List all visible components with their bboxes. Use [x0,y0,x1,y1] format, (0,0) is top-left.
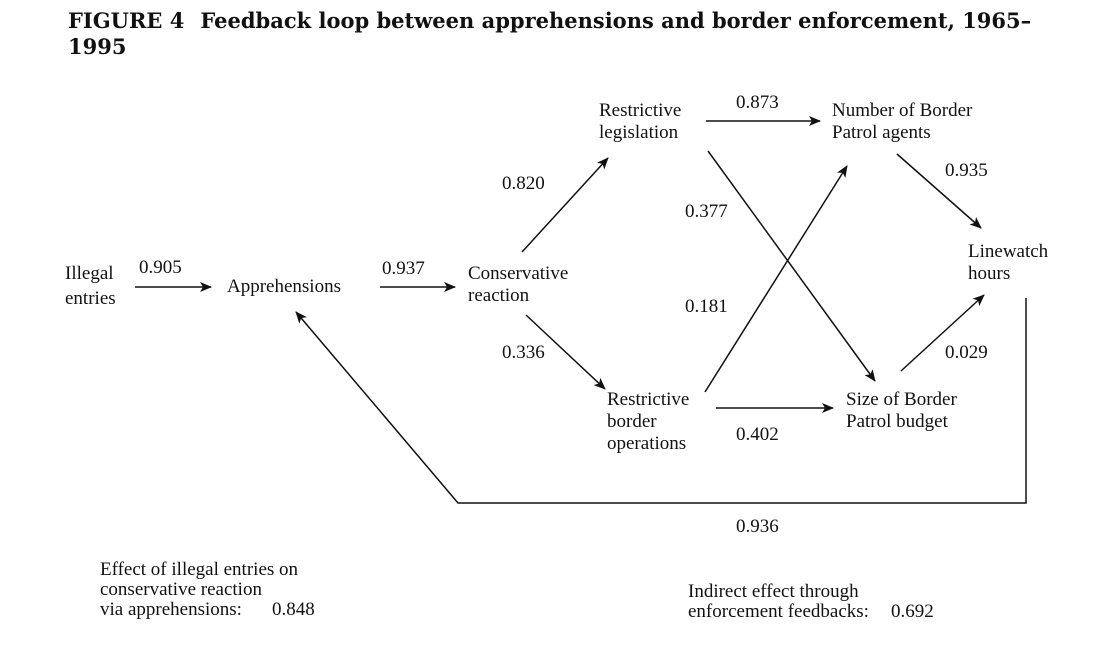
node-apprehensions: Apprehensions [227,276,341,297]
note-right-line-2: enforcement feedbacks: [688,601,869,622]
node-border-patrol-budget: Size of Border Patrol budget [846,389,962,432]
figure-number: FIGURE 4 [68,8,185,33]
arrow-linewatch-feedback-to-apprehensions [295,298,1027,504]
coef-illegal-entries-apprehensions: 0.905 [139,257,182,278]
figure-title-text: Feedback loop between apprehensions and … [68,8,1032,59]
arrow-conservative-to-border-operations [525,314,606,390]
node-restrictive-border-operations: Restrictive border operations [607,389,694,454]
arrow-budget-to-linewatch [900,294,985,372]
note-right-line-1: Indirect effect through [688,581,859,602]
coef-conservative-legislation: 0.820 [502,173,545,194]
arrow-conservative-to-legislation [521,157,609,253]
coef-legislation-budget: 0.377 [685,201,728,222]
coef-linewatch-apprehensions: 0.936 [736,516,779,537]
coef-conservative-operations: 0.336 [502,342,545,363]
note-indirect-effect: Indirect effect through enforcement feed… [688,582,1028,622]
coef-operations-agents: 0.181 [685,296,728,317]
note-right-value: 0.692 [890,601,934,622]
node-restrictive-legislation: Restrictive legislation [599,100,686,143]
coef-budget-linewatch: 0.029 [945,342,988,363]
node-illegal-entries: Illegal entries [65,263,118,309]
arrow-agents-to-linewatch [896,153,982,229]
note-left-line-1: Effect of illegal entries on [100,559,299,580]
note-effect-via-apprehensions: Effect of illegal entries on conservativ… [100,560,400,620]
node-border-patrol-agents: Number of Border Patrol agents [832,100,977,143]
note-left-line-3: via apprehensions: [100,599,242,620]
coef-agents-linewatch: 0.935 [945,160,988,181]
note-left-value: 0.848 [271,599,315,620]
node-linewatch-hours: Linewatch hours [968,241,1053,284]
note-left-line-2: conservative reaction [100,579,262,600]
coef-apprehensions-conservative: 0.937 [382,258,425,279]
arrow-legislation-to-budget [707,150,876,382]
arrow-operations-to-agents [704,165,848,393]
coef-operations-budget: 0.402 [736,424,779,445]
figure-title: FIGURE 4 Feedback loop between apprehensi… [68,8,1048,60]
node-conservative-reaction: Conservative reaction [468,263,573,306]
coef-legislation-agents: 0.873 [736,92,779,113]
